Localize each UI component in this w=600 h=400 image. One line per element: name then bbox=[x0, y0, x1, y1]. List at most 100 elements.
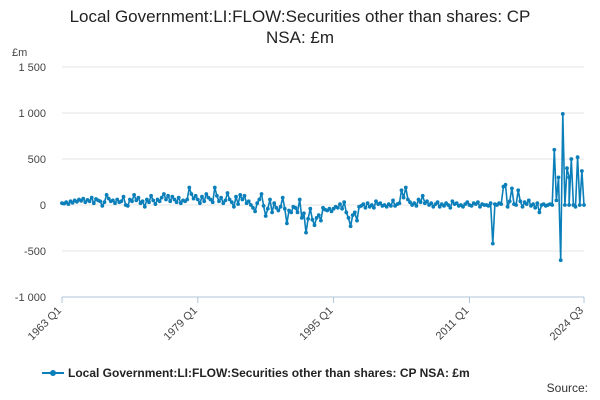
data-point[interactable] bbox=[437, 204, 442, 209]
data-point[interactable] bbox=[299, 216, 304, 220]
data-point[interactable] bbox=[575, 155, 580, 160]
data-point[interactable] bbox=[272, 201, 277, 206]
data-point[interactable] bbox=[145, 197, 149, 202]
data-point[interactable] bbox=[442, 204, 446, 208]
data-point[interactable] bbox=[270, 210, 274, 215]
data-point[interactable] bbox=[391, 198, 395, 203]
data-point[interactable] bbox=[306, 216, 310, 221]
data-point[interactable] bbox=[81, 196, 86, 201]
data-point[interactable] bbox=[238, 193, 243, 197]
data-point[interactable] bbox=[89, 195, 94, 200]
data-point[interactable] bbox=[223, 198, 228, 203]
data-point[interactable] bbox=[193, 193, 198, 198]
data-point[interactable] bbox=[563, 203, 567, 207]
data-point[interactable] bbox=[403, 185, 408, 190]
data-point[interactable] bbox=[259, 192, 264, 196]
data-point[interactable] bbox=[374, 199, 378, 204]
data-point[interactable] bbox=[342, 200, 347, 205]
data-point[interactable] bbox=[198, 201, 202, 206]
data-point[interactable] bbox=[121, 194, 126, 199]
data-point[interactable] bbox=[166, 193, 171, 198]
data-point[interactable] bbox=[157, 199, 162, 204]
data-point[interactable] bbox=[119, 199, 124, 204]
data-point[interactable] bbox=[310, 217, 315, 222]
data-point[interactable] bbox=[448, 205, 453, 210]
data-point[interactable] bbox=[450, 199, 455, 204]
data-point[interactable] bbox=[329, 209, 334, 214]
data-point[interactable] bbox=[556, 175, 561, 180]
data-point[interactable] bbox=[104, 193, 109, 197]
data-point[interactable] bbox=[149, 193, 154, 198]
data-point[interactable] bbox=[418, 200, 423, 205]
data-point[interactable] bbox=[369, 203, 374, 207]
data-point[interactable] bbox=[476, 200, 480, 205]
data-point[interactable] bbox=[302, 211, 306, 216]
data-point[interactable] bbox=[227, 197, 232, 202]
data-point[interactable] bbox=[285, 221, 289, 226]
data-point[interactable] bbox=[172, 197, 177, 202]
data-point[interactable] bbox=[249, 203, 253, 207]
data-point[interactable] bbox=[151, 198, 156, 203]
data-point[interactable] bbox=[130, 199, 134, 204]
data-point[interactable] bbox=[268, 197, 272, 202]
data-point[interactable] bbox=[531, 202, 535, 207]
data-point[interactable] bbox=[577, 203, 582, 207]
data-point[interactable] bbox=[125, 204, 130, 208]
data-point[interactable] bbox=[221, 201, 226, 206]
data-point[interactable] bbox=[465, 200, 470, 205]
data-point[interactable] bbox=[142, 204, 147, 209]
data-point[interactable] bbox=[246, 199, 251, 204]
data-point[interactable] bbox=[176, 195, 181, 200]
data-point[interactable] bbox=[416, 197, 421, 202]
data-point[interactable] bbox=[210, 200, 215, 205]
data-point[interactable] bbox=[289, 210, 294, 215]
data-point[interactable] bbox=[514, 203, 518, 207]
data-point[interactable] bbox=[420, 193, 425, 198]
data-point[interactable] bbox=[217, 199, 221, 204]
data-point[interactable] bbox=[215, 193, 219, 198]
data-point[interactable] bbox=[278, 204, 283, 209]
data-point[interactable] bbox=[524, 202, 529, 207]
data-point[interactable] bbox=[232, 204, 236, 209]
data-point[interactable] bbox=[274, 205, 279, 210]
data-point[interactable] bbox=[397, 201, 402, 206]
data-point[interactable] bbox=[187, 185, 192, 190]
data-point[interactable] bbox=[189, 192, 194, 196]
data-point[interactable] bbox=[490, 241, 495, 246]
data-point[interactable] bbox=[66, 202, 71, 207]
data-point[interactable] bbox=[174, 200, 179, 205]
data-point[interactable] bbox=[573, 204, 578, 209]
data-point[interactable] bbox=[552, 147, 557, 152]
data-point[interactable] bbox=[153, 202, 158, 207]
data-point[interactable] bbox=[191, 196, 196, 201]
data-point[interactable] bbox=[295, 210, 300, 215]
data-point[interactable] bbox=[164, 197, 168, 202]
data-point[interactable] bbox=[454, 201, 459, 206]
data-point[interactable] bbox=[526, 198, 531, 203]
data-point[interactable] bbox=[558, 258, 563, 263]
data-point[interactable] bbox=[554, 198, 559, 203]
data-point[interactable] bbox=[212, 185, 217, 190]
data-point[interactable] bbox=[365, 201, 370, 206]
data-point[interactable] bbox=[378, 201, 383, 206]
data-point[interactable] bbox=[100, 204, 105, 208]
data-point[interactable] bbox=[499, 202, 504, 207]
data-point[interactable] bbox=[316, 213, 321, 218]
data-point[interactable] bbox=[314, 216, 319, 220]
data-point[interactable] bbox=[429, 201, 434, 206]
data-point[interactable] bbox=[140, 199, 145, 204]
data-point[interactable] bbox=[516, 188, 521, 193]
data-point[interactable] bbox=[87, 199, 92, 204]
data-point[interactable] bbox=[106, 196, 111, 201]
data-point[interactable] bbox=[261, 204, 266, 208]
data-point[interactable] bbox=[350, 213, 355, 218]
data-point[interactable] bbox=[113, 201, 117, 206]
data-point[interactable] bbox=[178, 201, 183, 206]
data-point[interactable] bbox=[580, 169, 584, 173]
data-point[interactable] bbox=[132, 193, 137, 197]
data-point[interactable] bbox=[200, 194, 204, 199]
data-point[interactable] bbox=[560, 112, 565, 116]
data-point[interactable] bbox=[340, 206, 344, 211]
data-point[interactable] bbox=[136, 195, 141, 200]
data-point[interactable] bbox=[276, 208, 281, 213]
